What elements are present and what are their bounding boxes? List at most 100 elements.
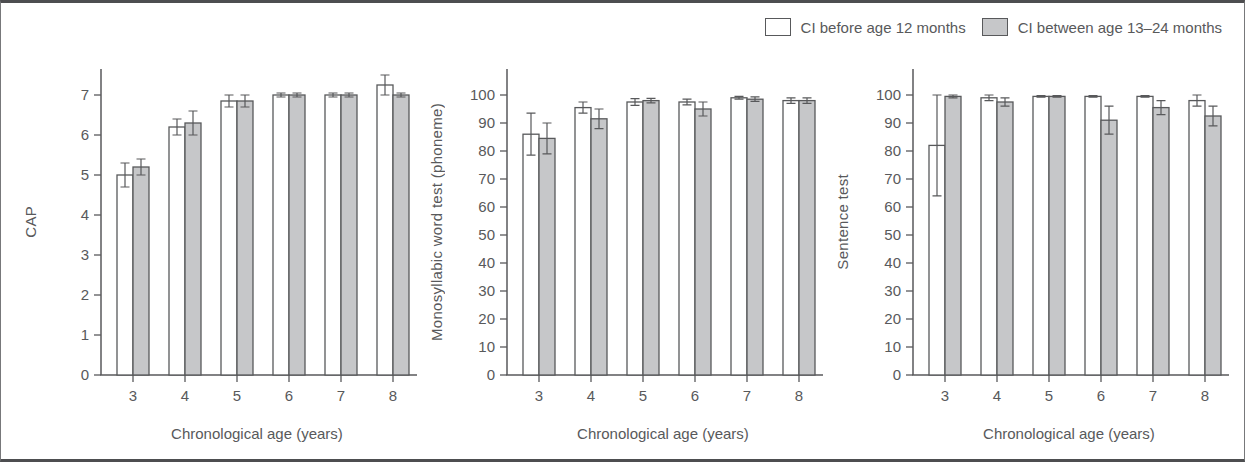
y-tick-label: 90 xyxy=(884,114,901,131)
y-tick-label: 0 xyxy=(487,366,495,383)
bar-white xyxy=(169,127,185,375)
y-tick-label: 30 xyxy=(478,282,495,299)
bar-gray xyxy=(289,95,305,375)
y-tick-label: 30 xyxy=(884,282,901,299)
x-axis-label-monosyllabic: Chronological age (years) xyxy=(475,425,851,442)
x-tick-label: 7 xyxy=(337,387,345,404)
y-tick-label: 10 xyxy=(884,338,901,355)
legend-label: CI between age 13–24 months xyxy=(1018,19,1222,36)
bar-gray xyxy=(237,101,253,375)
y-tick-label: 2 xyxy=(81,286,89,303)
x-tick-label: 5 xyxy=(1045,387,1053,404)
y-tick-label: 0 xyxy=(893,366,901,383)
x-tick-label: 7 xyxy=(743,387,751,404)
bar-gray xyxy=(1101,120,1117,375)
bar-white xyxy=(1137,96,1153,375)
chart-panel-cap: CAP 01234567345678 Chronological age (ye… xyxy=(15,55,421,442)
y-tick-label: 40 xyxy=(884,254,901,271)
cap-bar-chart: 01234567345678 xyxy=(45,55,421,423)
y-axis-label-monosyllabic: Monosyllabic word test (phoneme) xyxy=(428,103,445,341)
x-tick-label: 5 xyxy=(639,387,647,404)
x-tick-label: 4 xyxy=(181,387,189,404)
bar-white xyxy=(221,101,237,375)
bar-gray xyxy=(341,95,357,375)
x-tick-label: 6 xyxy=(691,387,699,404)
y-tick-label: 60 xyxy=(884,198,901,215)
y-tick-label: 0 xyxy=(81,366,89,383)
bar-gray xyxy=(945,96,961,375)
x-axis-label-sentence: Chronological age (years) xyxy=(881,425,1245,442)
x-tick-label: 4 xyxy=(587,387,595,404)
bar-white xyxy=(1033,96,1049,375)
plot-column: 0102030405060708090100345678 Chronologic… xyxy=(857,55,1233,442)
monosyllabic-bar-chart: 0102030405060708090100345678 xyxy=(451,55,827,423)
bar-gray xyxy=(393,95,409,375)
y-tick-label: 6 xyxy=(81,126,89,143)
y-tick-label: 4 xyxy=(81,206,89,223)
legend-swatch-gray xyxy=(982,18,1008,36)
plot-column: 0102030405060708090100345678 Chronologic… xyxy=(451,55,827,442)
y-tick-label: 100 xyxy=(876,86,901,103)
y-tick-label: 1 xyxy=(81,326,89,343)
bar-white xyxy=(731,98,747,375)
bar-gray xyxy=(747,99,763,375)
bar-gray xyxy=(1205,116,1221,375)
y-tick-label: 70 xyxy=(884,170,901,187)
bar-white xyxy=(523,134,539,375)
y-tick-label: 100 xyxy=(470,86,495,103)
x-tick-label: 7 xyxy=(1149,387,1157,404)
bar-gray xyxy=(591,119,607,375)
x-tick-label: 3 xyxy=(129,387,137,404)
x-tick-label: 8 xyxy=(389,387,397,404)
x-tick-label: 6 xyxy=(285,387,293,404)
bar-white xyxy=(679,102,695,375)
y-tick-label: 20 xyxy=(884,310,901,327)
x-tick-label: 6 xyxy=(1097,387,1105,404)
bar-gray xyxy=(185,123,201,375)
bar-white xyxy=(575,108,591,375)
legend-item-1: CI between age 13–24 months xyxy=(982,18,1222,36)
x-tick-label: 3 xyxy=(535,387,543,404)
bar-gray xyxy=(133,167,149,375)
chart-panel-sentence: Sentence test 0 10 20 30 40 50 60 70 80 90 100 3 4 5 6… xyxy=(827,55,1233,442)
y-axis-label-wrap: Monosyllabic word test (phoneme) xyxy=(421,55,451,423)
x-tick-label: 4 xyxy=(993,387,1001,404)
bar-gray xyxy=(997,102,1013,375)
y-tick-label: 80 xyxy=(884,142,901,159)
bar-white xyxy=(1085,96,1101,375)
y-tick-label: 5 xyxy=(81,166,89,183)
bar-gray xyxy=(643,101,659,375)
x-tick-label: 3 xyxy=(941,387,949,404)
y-tick-label: 80 xyxy=(478,142,495,159)
bar-white xyxy=(325,95,341,375)
x-tick-label: 5 xyxy=(233,387,241,404)
charts-row: CAP 0 1 2 3 4 5 6 7 3 4 5 6 7 8 Chronological age (ye… xyxy=(15,55,1233,442)
y-tick-label: 70 xyxy=(478,170,495,187)
x-axis-label-cap: Chronological age (years) xyxy=(69,425,445,442)
y-tick-label: 50 xyxy=(884,226,901,243)
bar-gray xyxy=(695,109,711,375)
legend-label: CI before age 12 months xyxy=(801,19,966,36)
bar-white xyxy=(783,101,799,375)
figure-frame: CI before age 12 months CI between age 13… xyxy=(0,0,1245,462)
bar-white xyxy=(377,85,393,375)
bar-white xyxy=(1189,101,1205,375)
bar-white xyxy=(981,98,997,375)
y-tick-label: 3 xyxy=(81,246,89,263)
y-tick-label: 50 xyxy=(478,226,495,243)
y-tick-label: 60 xyxy=(478,198,495,215)
bar-gray xyxy=(1153,108,1169,375)
plot-column: 01234567345678 Chronological age (years) xyxy=(45,55,421,442)
sentence-bar-chart: 0102030405060708090100345678 xyxy=(857,55,1233,423)
y-tick-label: 40 xyxy=(478,254,495,271)
legend-item-0: CI before age 12 months xyxy=(765,18,966,36)
bar-gray xyxy=(539,138,555,375)
y-axis-label-wrap: Sentence test xyxy=(827,55,857,423)
bar-gray xyxy=(1049,96,1065,375)
y-axis-label-wrap: CAP xyxy=(15,55,45,423)
legend-swatch-white xyxy=(765,18,791,36)
bar-white xyxy=(273,95,289,375)
y-tick-label: 20 xyxy=(478,310,495,327)
y-axis-label-cap: CAP xyxy=(22,206,39,238)
chart-legend: CI before age 12 months CI between age 13… xyxy=(765,18,1222,36)
